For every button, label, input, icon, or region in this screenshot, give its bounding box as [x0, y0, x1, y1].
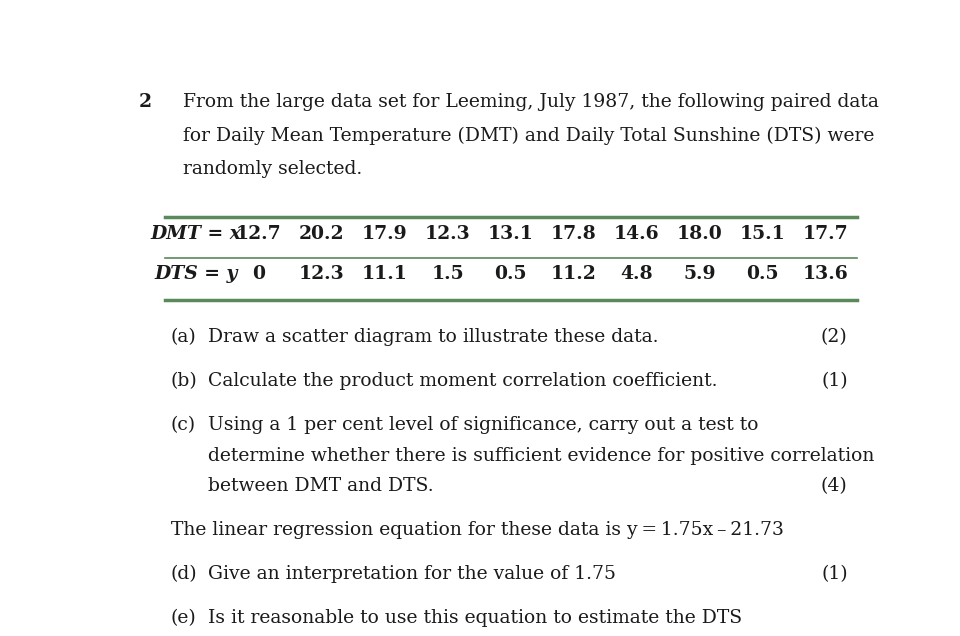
Text: 4.8: 4.8 — [620, 265, 653, 283]
Text: 0.5: 0.5 — [746, 265, 779, 283]
Text: 11.2: 11.2 — [551, 265, 596, 283]
Text: 5.9: 5.9 — [684, 265, 715, 283]
Text: Give an interpretation for the value of 1.75: Give an interpretation for the value of … — [207, 565, 615, 583]
Text: Draw a scatter diagram to illustrate these data.: Draw a scatter diagram to illustrate the… — [207, 328, 659, 346]
Text: 1.5: 1.5 — [431, 265, 464, 283]
Text: 0.5: 0.5 — [494, 265, 527, 283]
Text: 12.3: 12.3 — [425, 225, 470, 243]
Text: (4): (4) — [821, 477, 848, 495]
Text: 17.9: 17.9 — [362, 225, 408, 243]
Text: 12.3: 12.3 — [299, 265, 345, 283]
Text: Calculate the product moment correlation coefficient.: Calculate the product moment correlation… — [207, 372, 717, 390]
Text: (d): (d) — [171, 565, 197, 583]
Text: Using a 1 per cent level of significance, carry out a test to: Using a 1 per cent level of significance… — [207, 416, 758, 434]
Text: 17.7: 17.7 — [803, 225, 848, 243]
Text: 20.2: 20.2 — [300, 225, 345, 243]
Text: DMT = x: DMT = x — [151, 225, 242, 243]
Text: (c): (c) — [171, 416, 196, 434]
Text: From the large data set for Leeming, July 1987, the following paired data: From the large data set for Leeming, Jul… — [183, 93, 879, 111]
Text: 11.1: 11.1 — [362, 265, 408, 283]
Text: (2): (2) — [821, 328, 848, 346]
Text: (b): (b) — [171, 372, 198, 390]
Text: Is it reasonable to use this equation to estimate the DTS: Is it reasonable to use this equation to… — [207, 609, 742, 627]
Text: 13.1: 13.1 — [488, 225, 534, 243]
Text: 18.0: 18.0 — [677, 225, 722, 243]
Text: 12.7: 12.7 — [236, 225, 282, 243]
Text: 13.6: 13.6 — [803, 265, 848, 283]
Text: (1): (1) — [821, 565, 848, 583]
Text: 17.8: 17.8 — [551, 225, 596, 243]
Text: between DMT and DTS.: between DMT and DTS. — [207, 477, 433, 495]
Text: for Daily Mean Temperature (DMT) and Daily Total Sunshine (DTS) were: for Daily Mean Temperature (DMT) and Dai… — [183, 127, 875, 145]
Text: (a): (a) — [171, 328, 197, 346]
Text: randomly selected.: randomly selected. — [183, 160, 363, 178]
Text: determine whether there is sufficient evidence for positive correlation: determine whether there is sufficient ev… — [207, 446, 875, 464]
Text: (e): (e) — [171, 609, 197, 627]
Text: (1): (1) — [821, 372, 848, 390]
Text: The linear regression equation for these data is y = 1.75x – 21.73: The linear regression equation for these… — [171, 521, 783, 539]
Text: 14.6: 14.6 — [613, 225, 660, 243]
Text: 2: 2 — [138, 93, 152, 111]
Text: DTS = y: DTS = y — [155, 265, 238, 283]
Text: 0: 0 — [252, 265, 266, 283]
Text: 15.1: 15.1 — [739, 225, 785, 243]
